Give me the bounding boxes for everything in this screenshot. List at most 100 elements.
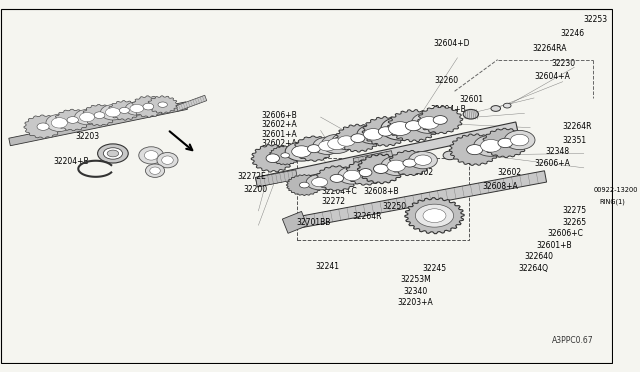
Polygon shape	[255, 170, 298, 187]
Text: 32606+C: 32606+C	[547, 230, 583, 238]
Ellipse shape	[281, 153, 289, 158]
Polygon shape	[358, 154, 404, 184]
Polygon shape	[298, 171, 547, 228]
Polygon shape	[335, 124, 380, 152]
Text: 32604+D: 32604+D	[433, 39, 470, 48]
Ellipse shape	[162, 156, 173, 164]
Ellipse shape	[106, 108, 120, 117]
Ellipse shape	[378, 127, 393, 136]
Ellipse shape	[403, 159, 416, 167]
Ellipse shape	[46, 114, 73, 131]
Ellipse shape	[405, 121, 422, 131]
Ellipse shape	[409, 151, 437, 169]
Text: 32200: 32200	[243, 185, 268, 194]
Text: 32246: 32246	[560, 29, 584, 38]
Ellipse shape	[481, 140, 501, 152]
Polygon shape	[176, 95, 207, 111]
Text: 32608+A: 32608+A	[483, 182, 518, 190]
Polygon shape	[54, 109, 91, 131]
Ellipse shape	[143, 103, 154, 110]
Ellipse shape	[300, 182, 309, 188]
Text: 32250: 32250	[382, 202, 406, 211]
Text: A3PPC0.67: A3PPC0.67	[552, 336, 593, 345]
Ellipse shape	[491, 106, 500, 111]
Text: RING(1): RING(1)	[599, 198, 625, 205]
Ellipse shape	[412, 112, 446, 134]
Polygon shape	[282, 211, 307, 233]
Ellipse shape	[381, 156, 412, 176]
Polygon shape	[147, 96, 178, 113]
Text: 32265: 32265	[563, 218, 587, 227]
Ellipse shape	[463, 109, 479, 119]
Text: 32604+E: 32604+E	[257, 149, 292, 158]
Ellipse shape	[387, 160, 405, 171]
Polygon shape	[24, 115, 62, 138]
Ellipse shape	[511, 134, 529, 146]
Ellipse shape	[381, 117, 419, 140]
Ellipse shape	[67, 116, 79, 123]
Ellipse shape	[158, 102, 168, 108]
Polygon shape	[388, 150, 431, 176]
Text: 32264R: 32264R	[353, 212, 382, 221]
Text: 32606+B: 32606+B	[261, 111, 297, 120]
Ellipse shape	[103, 148, 122, 159]
Ellipse shape	[504, 131, 535, 150]
Polygon shape	[269, 146, 301, 165]
Ellipse shape	[285, 142, 317, 161]
Ellipse shape	[364, 129, 383, 140]
Polygon shape	[405, 198, 464, 234]
Ellipse shape	[423, 209, 446, 222]
Text: 32602+A: 32602+A	[261, 140, 297, 148]
Ellipse shape	[120, 108, 129, 113]
Ellipse shape	[425, 210, 444, 221]
Ellipse shape	[94, 112, 105, 119]
Ellipse shape	[338, 136, 355, 146]
Polygon shape	[255, 122, 518, 187]
Polygon shape	[346, 160, 386, 185]
Ellipse shape	[292, 146, 311, 157]
Ellipse shape	[458, 150, 467, 155]
Ellipse shape	[98, 144, 128, 163]
Ellipse shape	[266, 154, 280, 163]
Text: 32604+A: 32604+A	[534, 73, 570, 81]
Polygon shape	[388, 110, 439, 142]
Text: 32241: 32241	[316, 262, 339, 271]
Text: 32351: 32351	[563, 135, 587, 145]
Ellipse shape	[474, 135, 508, 156]
Ellipse shape	[498, 138, 513, 148]
Text: 32230: 32230	[551, 59, 575, 68]
Ellipse shape	[51, 118, 67, 128]
Ellipse shape	[308, 145, 320, 153]
Text: 32272E: 32272E	[237, 172, 266, 181]
Ellipse shape	[37, 123, 49, 130]
Polygon shape	[131, 96, 166, 117]
Ellipse shape	[312, 177, 328, 187]
Ellipse shape	[374, 164, 388, 173]
Ellipse shape	[419, 116, 439, 129]
Text: 32203: 32203	[75, 132, 99, 141]
Text: 32204+B: 32204+B	[53, 157, 88, 166]
Text: 32264RA: 32264RA	[532, 44, 566, 53]
Text: 32602: 32602	[409, 168, 433, 177]
Ellipse shape	[307, 174, 333, 190]
Polygon shape	[449, 134, 500, 166]
Polygon shape	[362, 116, 409, 146]
Ellipse shape	[145, 151, 158, 160]
Ellipse shape	[328, 138, 346, 150]
Ellipse shape	[79, 112, 95, 122]
Text: 322640: 322640	[524, 252, 554, 261]
Polygon shape	[294, 136, 334, 161]
Ellipse shape	[75, 109, 100, 125]
Ellipse shape	[388, 122, 412, 135]
Ellipse shape	[157, 153, 178, 168]
Polygon shape	[316, 166, 358, 191]
Polygon shape	[418, 106, 463, 134]
Text: 32204+C: 32204+C	[322, 187, 358, 196]
Text: 32608+B: 32608+B	[363, 187, 399, 196]
Text: 32348: 32348	[545, 147, 570, 156]
Ellipse shape	[433, 116, 447, 124]
Ellipse shape	[332, 132, 361, 150]
Polygon shape	[9, 102, 188, 146]
Text: 32604+B: 32604+B	[431, 105, 467, 114]
Polygon shape	[286, 174, 323, 196]
